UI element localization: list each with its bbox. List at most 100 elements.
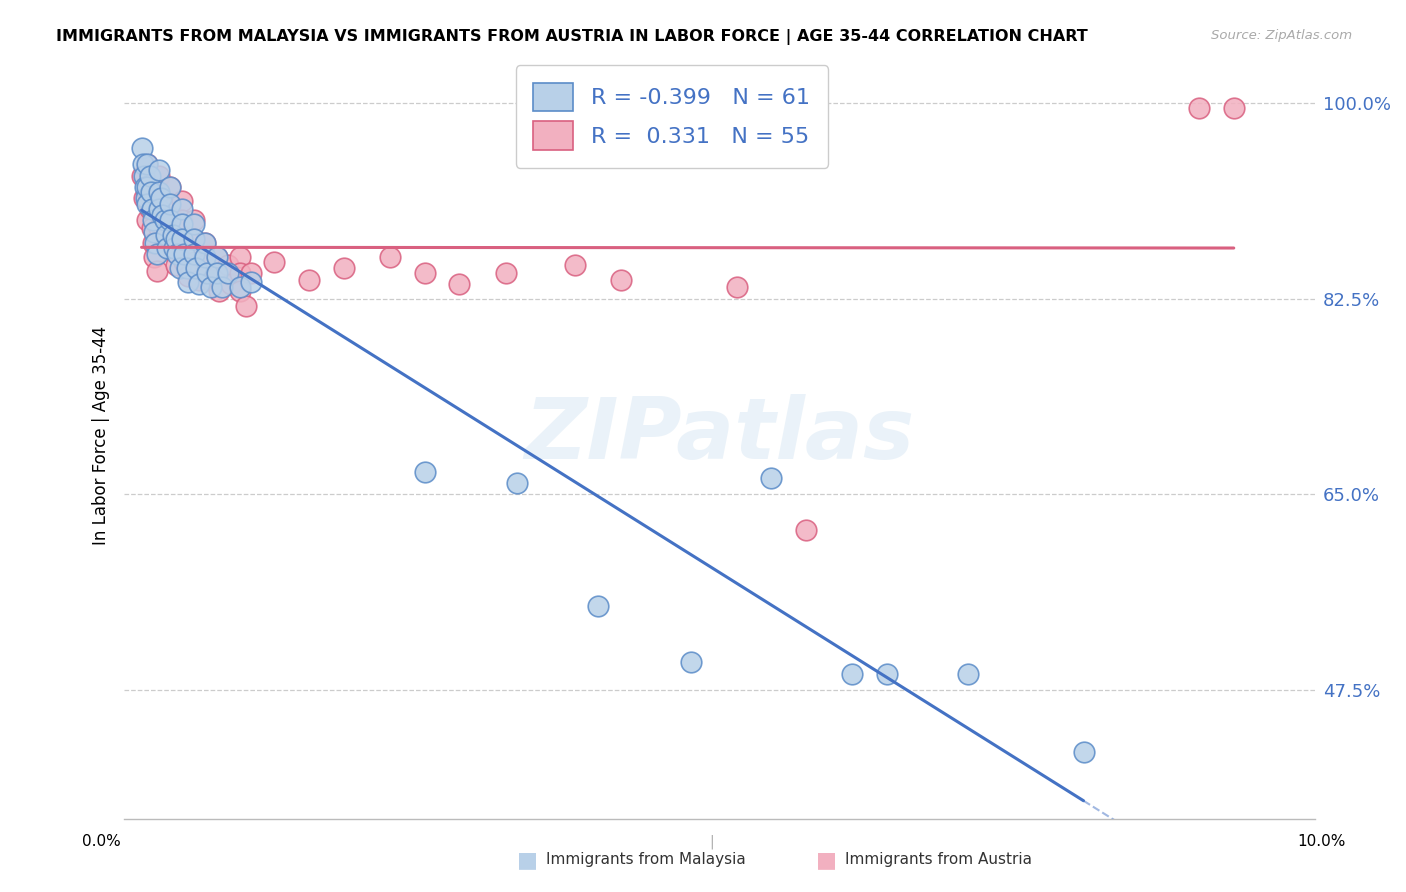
- Point: [188, 272, 211, 286]
- Point: [143, 250, 166, 264]
- Point: [235, 300, 257, 314]
- Point: [148, 202, 170, 216]
- Point: [205, 250, 228, 264]
- Text: IMMIGRANTS FROM MALAYSIA VS IMMIGRANTS FROM AUSTRIA IN LABOR FORCE | AGE 35-44 C: IMMIGRANTS FROM MALAYSIA VS IMMIGRANTS F…: [56, 29, 1088, 45]
- Point: [413, 266, 436, 280]
- Point: [205, 266, 228, 280]
- Point: [240, 266, 263, 280]
- Legend: R = -0.399   N = 61, R =  0.331   N = 55: R = -0.399 N = 61, R = 0.331 N = 55: [516, 65, 828, 168]
- Point: [150, 191, 173, 205]
- Point: [153, 213, 176, 227]
- Point: [150, 210, 173, 224]
- Point: [208, 284, 231, 298]
- Point: [841, 666, 863, 681]
- Point: [159, 179, 181, 194]
- Point: [956, 666, 979, 681]
- Point: [145, 235, 167, 250]
- Point: [183, 213, 205, 227]
- Point: [136, 213, 159, 227]
- Point: [229, 266, 252, 280]
- Y-axis label: In Labor Force | Age 35-44: In Labor Force | Age 35-44: [93, 326, 110, 545]
- Point: [506, 476, 529, 491]
- Point: [183, 254, 205, 268]
- Point: [194, 235, 217, 250]
- Point: [170, 213, 193, 227]
- Point: [131, 169, 153, 183]
- Point: [162, 227, 184, 242]
- Point: [166, 247, 188, 261]
- Point: [136, 157, 159, 171]
- Point: [183, 232, 205, 246]
- Text: Immigrants from Malaysia: Immigrants from Malaysia: [546, 853, 745, 867]
- Point: [165, 258, 187, 272]
- Point: [564, 258, 586, 272]
- Point: [132, 191, 155, 205]
- Point: [136, 157, 159, 171]
- Point: [159, 179, 181, 194]
- Point: [183, 217, 205, 231]
- Point: [142, 235, 165, 250]
- Point: [219, 277, 242, 292]
- Point: [173, 247, 195, 261]
- Point: [138, 202, 160, 216]
- Point: [449, 277, 471, 292]
- Point: [205, 250, 228, 264]
- Point: [413, 465, 436, 479]
- Point: [170, 232, 193, 246]
- Point: [177, 275, 200, 289]
- Point: [229, 280, 252, 294]
- Text: ■: ■: [817, 850, 837, 870]
- Point: [143, 225, 166, 239]
- Point: [145, 247, 167, 261]
- Point: [794, 524, 817, 538]
- Text: ZIPatlas: ZIPatlas: [524, 394, 914, 477]
- Point: [150, 208, 173, 222]
- Point: [141, 221, 163, 235]
- Text: 10.0%: 10.0%: [1298, 834, 1346, 848]
- Point: [148, 221, 170, 235]
- Point: [131, 140, 153, 154]
- Text: ■: ■: [517, 850, 537, 870]
- Point: [138, 169, 160, 183]
- Point: [136, 186, 159, 200]
- Text: |: |: [709, 835, 714, 849]
- Point: [263, 254, 285, 268]
- Point: [145, 263, 167, 277]
- Point: [876, 666, 898, 681]
- Point: [194, 250, 217, 264]
- Point: [132, 157, 155, 171]
- Point: [378, 250, 401, 264]
- Point: [229, 284, 252, 298]
- Point: [141, 202, 163, 216]
- Point: [170, 194, 193, 209]
- Point: [159, 227, 181, 242]
- Point: [211, 280, 233, 294]
- Point: [183, 232, 205, 246]
- Point: [333, 261, 356, 276]
- Point: [177, 269, 200, 284]
- Point: [200, 272, 222, 286]
- Point: [679, 656, 702, 670]
- Text: 0.0%: 0.0%: [82, 834, 121, 848]
- Point: [148, 194, 170, 209]
- Point: [586, 599, 609, 614]
- Point: [170, 202, 193, 216]
- Point: [136, 179, 159, 194]
- Point: [176, 261, 198, 276]
- Point: [194, 258, 217, 272]
- Point: [200, 280, 222, 294]
- Point: [148, 163, 170, 178]
- Point: [183, 247, 205, 261]
- Point: [155, 227, 177, 242]
- Point: [159, 196, 181, 211]
- Point: [153, 232, 176, 246]
- Point: [184, 261, 207, 276]
- Point: [761, 471, 783, 485]
- Point: [495, 266, 517, 280]
- Point: [136, 196, 159, 211]
- Point: [170, 217, 193, 231]
- Point: [159, 213, 181, 227]
- Point: [165, 232, 187, 246]
- Point: [194, 235, 217, 250]
- Point: [162, 244, 184, 258]
